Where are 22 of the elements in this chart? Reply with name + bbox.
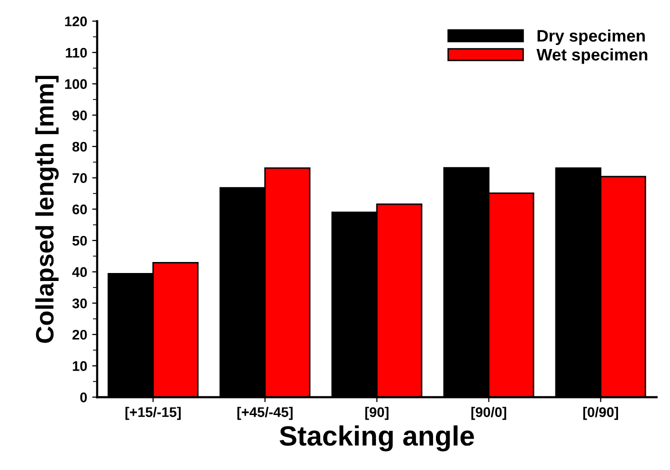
y-tick-label: 100 xyxy=(65,79,87,89)
y-tick-label: 40 xyxy=(72,267,87,277)
y-tick-label: 20 xyxy=(72,330,87,340)
x-axis-title: Stacking angle xyxy=(280,425,474,452)
x-tick-label: [+45/-45] xyxy=(237,406,293,420)
y-tick-label: 60 xyxy=(72,204,87,214)
x-tick-label: [0/90] xyxy=(583,406,618,420)
y-tick-label: 0 xyxy=(80,392,87,402)
y-tick-label: 110 xyxy=(66,48,87,58)
y-tick-label: 30 xyxy=(72,298,87,308)
y-axis-title: Collapsed length [mm] xyxy=(35,76,59,343)
y-tick-label: 50 xyxy=(72,236,87,246)
legend-label: Wet specimen xyxy=(536,48,648,64)
y-tick-label: 80 xyxy=(72,142,87,152)
legend-label: Dry specimen xyxy=(538,29,645,46)
x-tick-label: [+15/-15] xyxy=(126,406,181,420)
x-tick-label: [90/0] xyxy=(471,406,506,420)
y-tick-label: 120 xyxy=(65,16,87,26)
y-tick-label: 90 xyxy=(72,110,87,120)
y-tick-label: 10 xyxy=(72,361,87,371)
y-tick-label: 70 xyxy=(72,173,87,183)
x-tick-label: [90] xyxy=(365,406,388,420)
